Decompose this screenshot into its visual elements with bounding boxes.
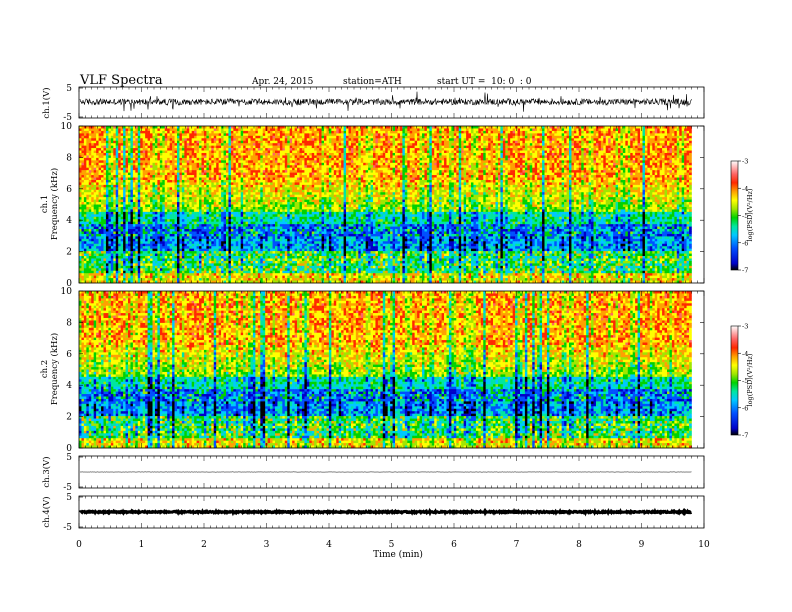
time-tick-label: 6 xyxy=(451,540,457,550)
ch2-spectrogram-cells xyxy=(79,291,704,449)
time-tick-label: 10 xyxy=(698,540,710,550)
time-tick-label: 8 xyxy=(576,540,582,550)
colorbar-tick-label: -4 xyxy=(742,350,748,358)
colorbar-tick-label: -7 xyxy=(742,432,748,440)
ch3-waveform-ylabel: ch.3(V) xyxy=(41,456,52,487)
panel-ch2-spectrogram: 0 2 4 6 8 10 ch.2 Frequency (kHz) -3 -4 -5 -6 -7 … xyxy=(40,287,754,454)
station-label: station=ATH xyxy=(343,77,402,87)
colorbar-tick-label: -6 xyxy=(742,404,748,412)
ch4-ytick-label: -5 xyxy=(63,523,72,533)
colorbar-tick-label: -4 xyxy=(742,185,748,193)
ch4-ytick-label: 5 xyxy=(66,493,72,503)
ch3-ytick-label: 5 xyxy=(66,453,72,463)
ch2-frequency-tick-label: 0 xyxy=(66,444,72,454)
ch1-colorbar-label: log(PSD)(V²/Hz) xyxy=(746,188,754,241)
date-label: Apr. 24, 2015 xyxy=(251,77,314,87)
ch1-spectrogram-ylabel: Frequency (kHz) xyxy=(49,168,60,240)
start-time-label: start UT = 10: 0 : 0 xyxy=(437,77,532,87)
ch2-colorbar: -3 -4 -5 -6 -7 log(PSD)(V²/Hz) xyxy=(730,323,754,440)
ch2-frequency-tick-label: 10 xyxy=(61,287,73,297)
ch3-ytick-label: -5 xyxy=(63,483,72,493)
ch1-frequency-tick-label: 0 xyxy=(66,279,72,289)
time-axis-label: Time (min) xyxy=(373,549,423,560)
panel-ch1-spectrogram: 0 2 4 6 8 10 ch.1 Frequency (kHz) -3 -4 -5 -6 -7 … xyxy=(40,122,754,289)
time-tick-label: 0 xyxy=(76,540,82,550)
ch1-frequency-tick-label: 6 xyxy=(66,185,72,195)
ch2-frequency-tick-label: 2 xyxy=(66,413,72,423)
ch1-ytick-label: 5 xyxy=(66,84,72,94)
ch1-waveform-ylabel: ch.1(V) xyxy=(41,87,52,118)
ch2-frequency-tick-label: 8 xyxy=(66,318,72,328)
ch2-spectrogram-channel-label: ch.2 xyxy=(40,360,50,378)
ch1-spectrogram-channel-label: ch.1 xyxy=(40,195,50,213)
ch1-colorbar: -3 -4 -5 -6 -7 log(PSD)(V²/Hz) xyxy=(730,158,754,275)
time-axis: 0 1 2 3 4 5 6 7 8 9 10 xyxy=(76,87,710,550)
ch2-colorbar-label: log(PSD)(V²/Hz) xyxy=(746,353,754,406)
time-tick-label: 3 xyxy=(264,540,270,550)
colorbar-tick-label: -6 xyxy=(742,239,748,247)
time-tick-label: 1 xyxy=(139,540,145,550)
ch4-waveform-ylabel: ch.4(V) xyxy=(41,496,52,527)
ch1-ytick-label: -5 xyxy=(63,113,72,123)
ch1-waveform-line xyxy=(79,91,692,112)
ch1-frequency-tick-label: 10 xyxy=(61,122,73,132)
ch2-colorbar-gradient xyxy=(730,325,739,436)
ch2-frequency-tick-label: 4 xyxy=(66,381,72,391)
ch1-spectrogram-cells xyxy=(79,126,704,284)
figure-title: VLF Spectra xyxy=(79,73,163,88)
ch1-frequency-tick-label: 8 xyxy=(66,153,72,163)
colorbar-tick-label: -7 xyxy=(742,267,748,275)
ch2-spectrogram-ylabel: Frequency (kHz) xyxy=(49,333,60,405)
colorbar-tick-label: -5 xyxy=(742,377,748,385)
time-tick-label: 4 xyxy=(326,540,332,550)
time-tick-label: 2 xyxy=(201,540,207,550)
colorbar-tick-label: -3 xyxy=(742,323,748,331)
ch1-frequency-tick-label: 2 xyxy=(66,248,72,258)
ch1-frequency-tick-label: 4 xyxy=(66,216,72,226)
time-tick-label: 9 xyxy=(639,540,645,550)
colorbar-tick-label: -5 xyxy=(742,212,748,220)
ch1-colorbar-gradient xyxy=(730,160,739,271)
ch2-frequency-tick-label: 6 xyxy=(66,350,72,360)
ch4-waveform-line xyxy=(78,507,693,517)
colorbar-tick-label: -3 xyxy=(742,158,748,166)
time-tick-label: 5 xyxy=(389,540,395,550)
time-tick-label: 7 xyxy=(514,540,520,550)
